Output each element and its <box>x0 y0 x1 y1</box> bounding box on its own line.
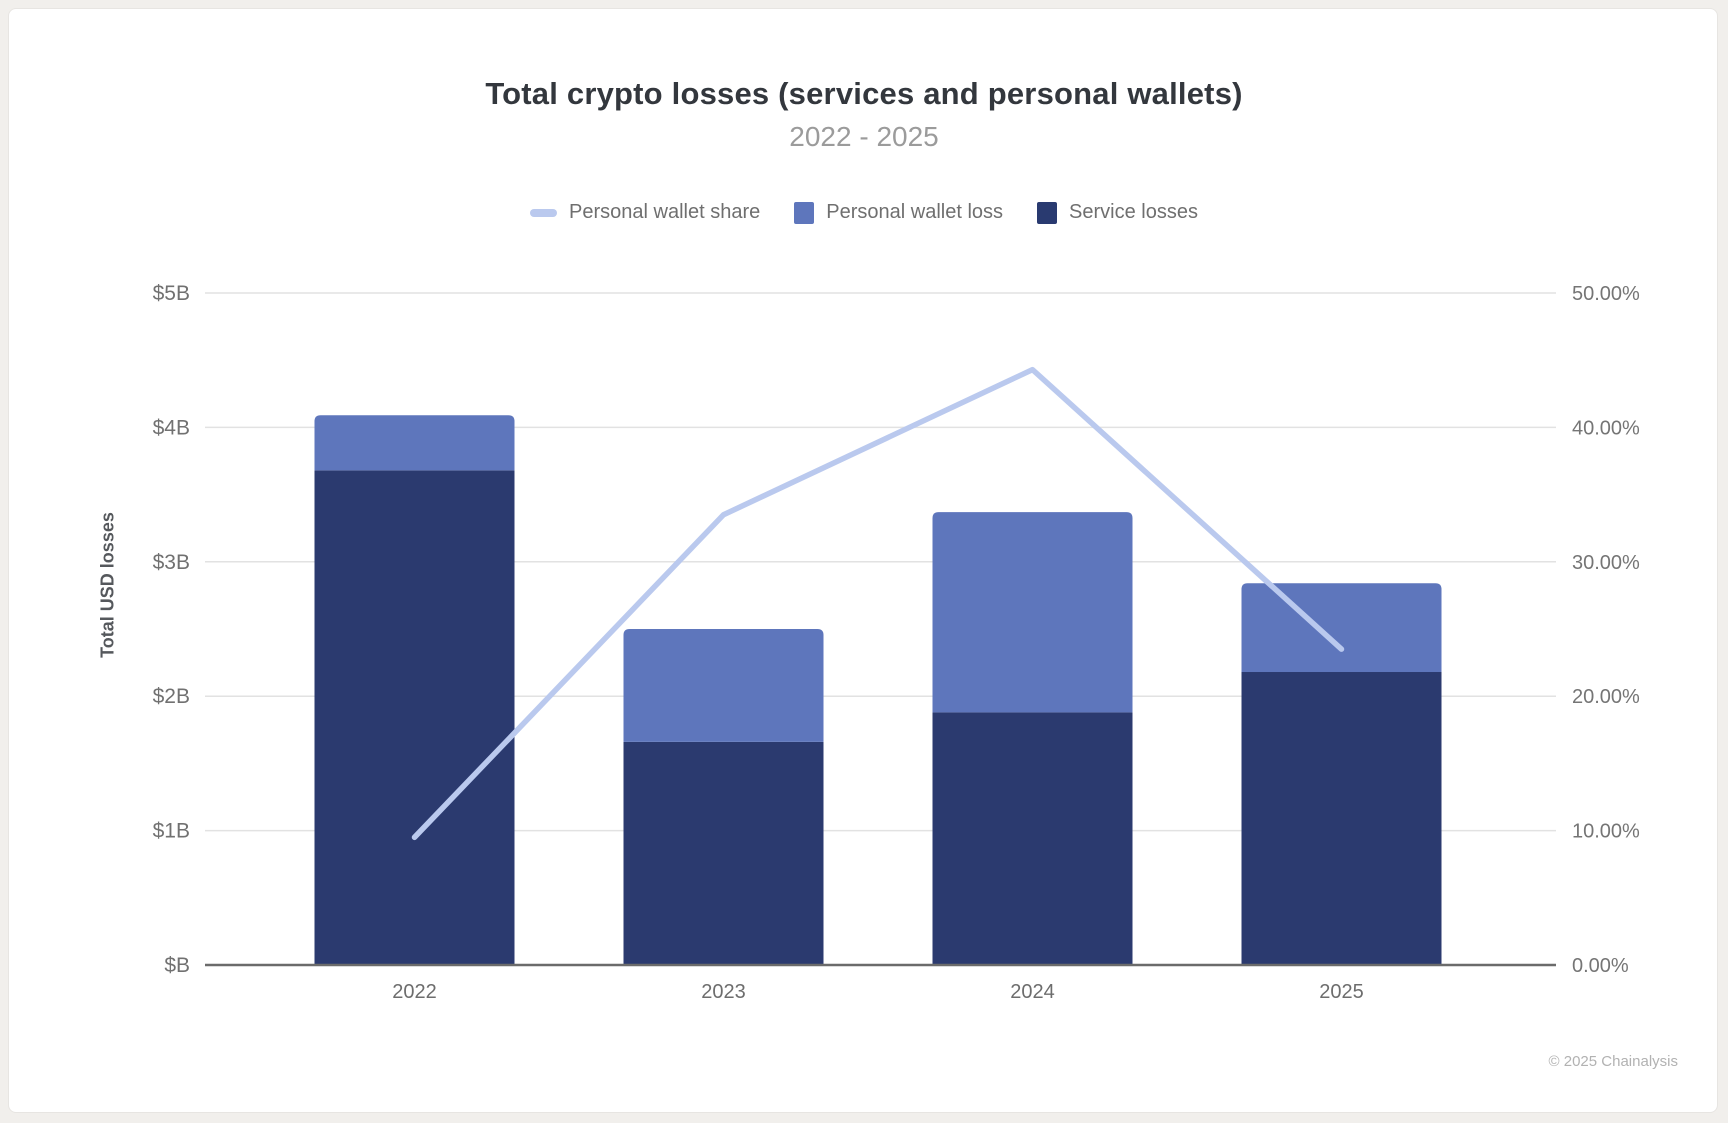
chart-subtitle: 2022 - 2025 <box>789 121 939 152</box>
y-axis-title: Total USD losses <box>97 512 118 658</box>
legend-item-service-losses: Service losses <box>1037 201 1198 224</box>
chart-title: Total crypto losses (services and person… <box>485 76 1243 111</box>
copyright-credit: © 2025 Chainalysis <box>1548 1053 1678 1070</box>
legend-label: Personal wallet share <box>569 201 761 223</box>
legend-label: Service losses <box>1069 201 1198 223</box>
legend-label: Personal wallet loss <box>826 201 1004 223</box>
legend: Personal wallet share Personal wallet los… <box>0 201 1728 224</box>
legend-item-personal-wallet-loss: Personal wallet loss <box>794 201 1003 224</box>
legend-swatch-icon <box>794 201 815 224</box>
legend-item-personal-wallet-share: Personal wallet share <box>530 201 760 224</box>
legend-swatch-icon <box>530 208 558 217</box>
chart-card <box>8 8 1718 1113</box>
legend-swatch-icon <box>1037 201 1058 224</box>
